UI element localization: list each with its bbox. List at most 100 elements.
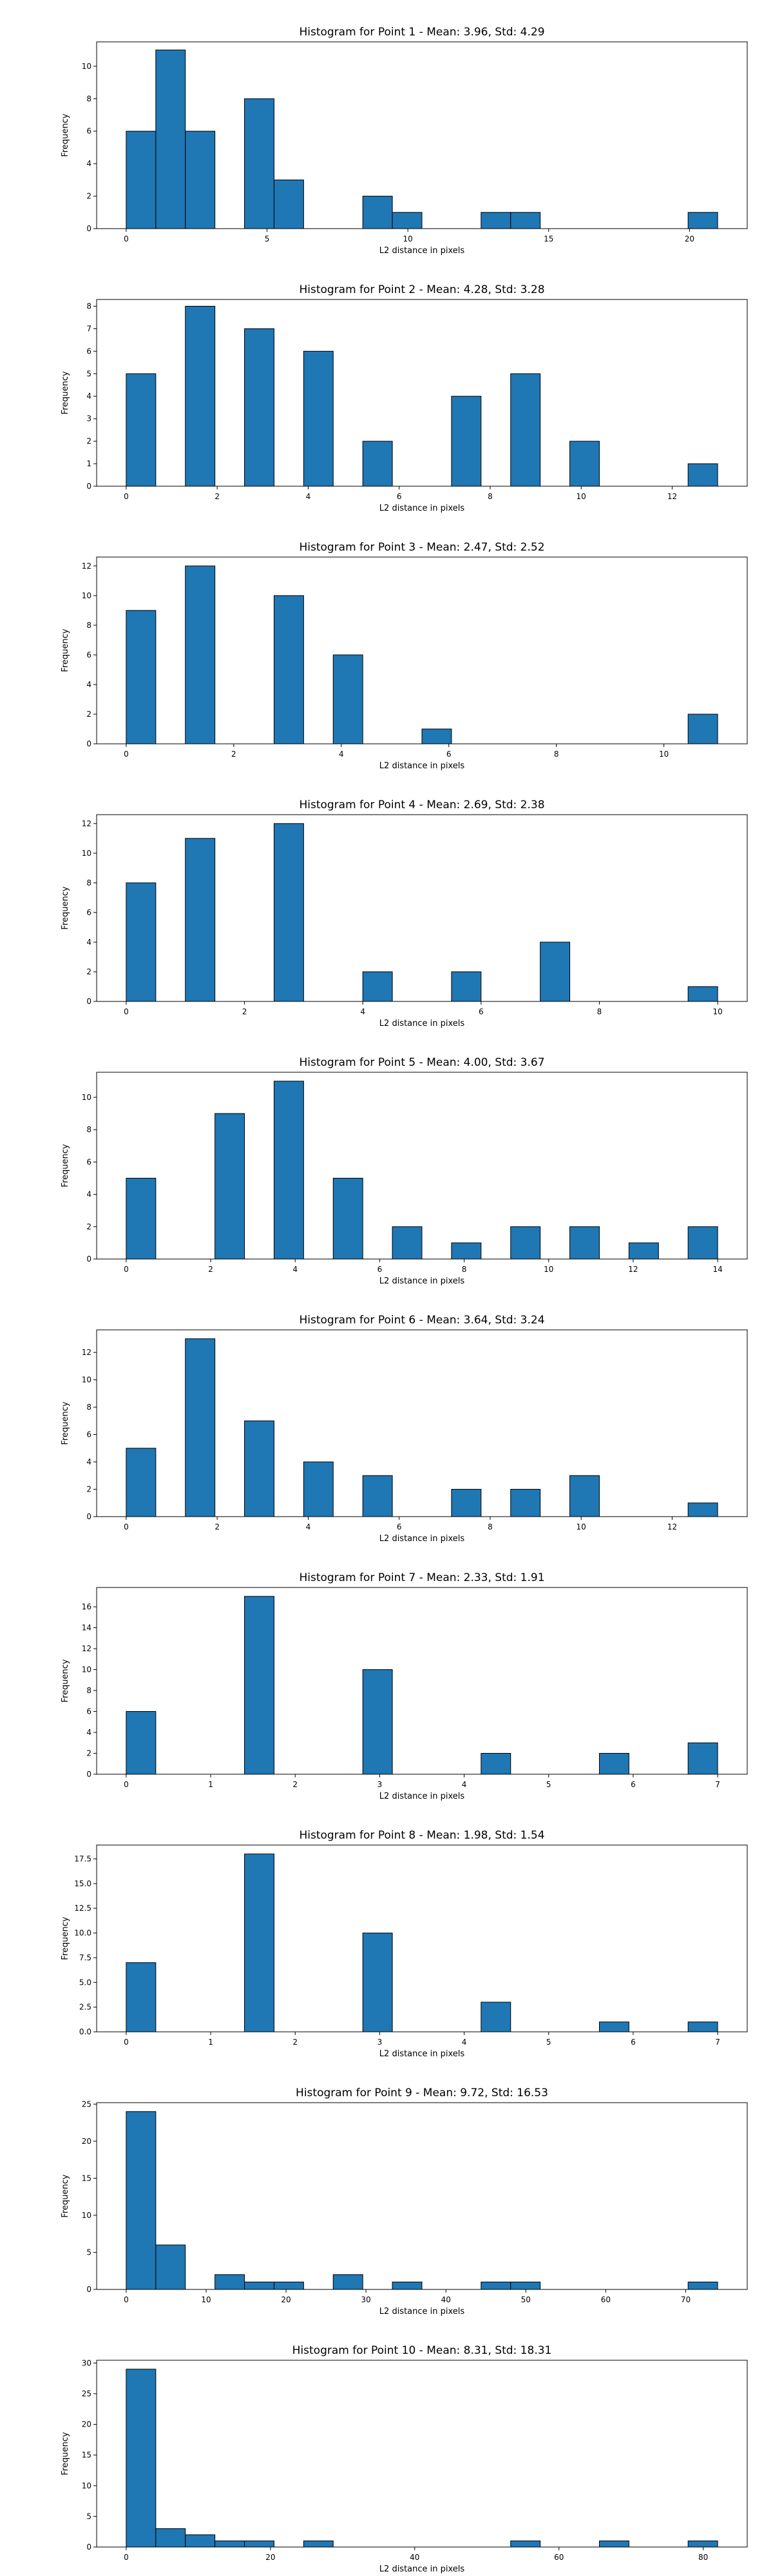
x-tick-label: 0 [124, 1522, 129, 1531]
y-tick-label: 25 [82, 2389, 91, 2398]
histogram-panel: Histogram for Point 9 - Mean: 9.72, Std:… [61, 2087, 748, 2316]
y-tick-label: 20 [82, 2420, 91, 2429]
y-tick-label: 17.5 [74, 1854, 91, 1863]
y-tick-label: 4 [86, 938, 91, 947]
chart-title: Histogram for Point 2 - Mean: 4.28, Std:… [299, 283, 544, 296]
y-tick-label: 0 [86, 1255, 91, 1264]
x-tick-label: 0 [124, 2295, 129, 2304]
y-tick-label: 7 [86, 324, 91, 333]
x-tick-label: 6 [377, 1265, 383, 1274]
y-axis-label: Frequency [61, 1659, 70, 1702]
x-tick-label: 80 [698, 2553, 708, 2562]
x-tick-label: 0 [124, 750, 129, 759]
y-tick-label: 8 [86, 878, 91, 887]
x-tick-label: 20 [265, 2553, 275, 2562]
histogram-panel: Histogram for Point 6 - Mean: 3.64, Std:… [61, 1314, 748, 1544]
y-tick-label: 0 [86, 2543, 91, 2552]
histogram-bar [126, 1711, 157, 1775]
x-axis-label: L2 distance in pixels [379, 2049, 465, 2059]
histogram-bar [185, 131, 216, 229]
x-tick-label: 1 [208, 1780, 213, 1789]
histogram-bar [185, 305, 216, 487]
chart-title: Histogram for Point 8 - Mean: 1.98, Std:… [299, 1829, 544, 1842]
plot-frame [96, 814, 748, 1002]
y-tick-label: 16 [82, 1602, 91, 1611]
x-tick-label: 14 [712, 1265, 722, 1274]
histogram-bar [362, 1669, 393, 1775]
y-tick-label: 6 [86, 650, 91, 659]
histogram-bar [126, 1177, 157, 1260]
y-axis-label: Frequency [61, 2174, 70, 2217]
x-tick-label: 12 [667, 1522, 677, 1531]
y-tick-label: 4 [86, 392, 91, 401]
histogram-panel: Histogram for Point 10 - Mean: 8.31, Std… [61, 2344, 748, 2574]
histogram-bar [392, 1226, 423, 1260]
x-tick-label: 3 [377, 1780, 383, 1789]
y-tick-label: 4 [86, 159, 91, 168]
histogram-bar [362, 196, 393, 229]
x-tick-label: 60 [601, 2295, 611, 2304]
histogram-bar [126, 2369, 157, 2548]
y-tick-label: 10 [82, 62, 91, 71]
x-tick-label: 0 [124, 234, 129, 243]
y-tick-label: 25 [82, 2099, 91, 2108]
histogram-bar [126, 131, 157, 229]
y-tick-label: 8 [86, 301, 91, 310]
histogram-bar [155, 50, 186, 229]
histogram-bar [215, 1113, 245, 1260]
y-tick-label: 6 [86, 1707, 91, 1716]
y-tick-label: 20 [82, 2137, 91, 2146]
x-tick-label: 6 [631, 2038, 636, 2047]
y-tick-label: 0 [86, 997, 91, 1006]
histogram-bar [569, 440, 600, 487]
histogram-bar [215, 2274, 245, 2290]
x-axis-label: L2 distance in pixels [379, 1019, 465, 1028]
x-tick-label: 2 [292, 1780, 298, 1789]
y-tick-label: 7.5 [79, 1953, 91, 1962]
histogram-bar [392, 212, 423, 229]
y-tick-label: 10 [82, 2481, 91, 2490]
histogram-bar [273, 2281, 304, 2290]
x-tick-label: 50 [521, 2295, 531, 2304]
histogram-bar [332, 654, 363, 744]
y-tick-label: 3 [86, 414, 91, 423]
y-tick-label: 12 [82, 562, 91, 571]
x-tick-label: 4 [462, 2038, 467, 2047]
y-tick-label: 2.5 [79, 2003, 91, 2012]
histogram-bar [126, 1962, 157, 2032]
y-tick-label: 8 [86, 1686, 91, 1695]
histogram-panel: Histogram for Point 5 - Mean: 4.00, Std:… [61, 1056, 748, 1286]
x-axis-label: L2 distance in pixels [379, 504, 465, 513]
plot-frame [96, 1072, 748, 1260]
x-tick-label: 6 [631, 1780, 636, 1789]
y-tick-label: 30 [82, 2358, 91, 2367]
y-axis-label: Frequency [61, 113, 70, 156]
histogram-bar [362, 971, 393, 1002]
y-tick-label: 2 [86, 1749, 91, 1758]
y-tick-label: 0 [86, 224, 91, 233]
histogram-bar [185, 1338, 216, 1517]
histogram-bar [687, 2540, 718, 2548]
histogram-bar [569, 1475, 600, 1517]
histogram-panel: Histogram for Point 3 - Mean: 2.47, Std:… [61, 541, 748, 771]
histogram-bar [362, 1933, 393, 2032]
x-tick-label: 5 [546, 2038, 551, 2047]
histogram-bar [687, 986, 718, 1002]
y-tick-label: 8 [86, 1125, 91, 1134]
x-tick-label: 2 [242, 1007, 247, 1016]
x-tick-label: 6 [397, 1522, 402, 1531]
plot-frame [96, 41, 748, 229]
y-tick-label: 2 [86, 1222, 91, 1231]
histogram-bar [628, 1242, 659, 1260]
histogram-bar [451, 395, 482, 487]
x-axis-label: L2 distance in pixels [379, 1276, 465, 1286]
histogram-bar [540, 942, 571, 1002]
y-tick-label: 14 [82, 1624, 91, 1633]
y-tick-label: 1 [86, 459, 91, 468]
histogram-bar [362, 1475, 393, 1517]
y-tick-label: 12 [82, 1644, 91, 1653]
histogram-bar [244, 328, 274, 487]
histogram-bar [687, 1226, 718, 1260]
x-axis-label: L2 distance in pixels [379, 2307, 465, 2316]
x-tick-label: 12 [667, 492, 677, 501]
